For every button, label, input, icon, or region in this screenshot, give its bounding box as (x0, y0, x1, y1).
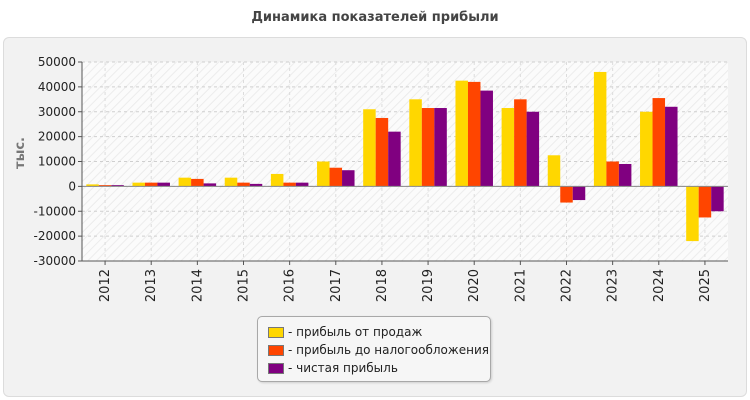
bar (501, 108, 515, 187)
bar (618, 163, 632, 187)
legend-swatch (268, 362, 284, 374)
bar (375, 117, 389, 187)
bar (640, 111, 653, 187)
y-tick-label: 50000 (38, 55, 76, 69)
legend-label: - прибыль от продаж (288, 325, 423, 339)
legend-item-net-profit: - чистая прибыль (268, 359, 490, 377)
x-tick-label: 2023 (606, 269, 621, 302)
bar (593, 71, 607, 187)
bar (178, 177, 192, 187)
bar (686, 186, 699, 242)
legend-item-sales-profit: - прибыль от продаж (268, 323, 490, 341)
x-tick-label: 2025 (698, 269, 713, 302)
bar (434, 108, 447, 187)
bar (560, 186, 573, 203)
bar (237, 182, 250, 187)
x-tick-label: 2019 (421, 269, 436, 302)
x-tick-label: 2024 (652, 269, 667, 302)
x-tick-label: 2012 (98, 269, 113, 302)
bar (711, 186, 724, 212)
bar (144, 182, 158, 187)
legend-item-pretax-profit: - прибыль до налогообложения (268, 341, 490, 359)
bar (283, 182, 296, 187)
y-tick-label: 0 (68, 179, 76, 193)
y-tick-label: 40000 (38, 80, 76, 94)
bar (467, 81, 481, 187)
bar (86, 184, 99, 187)
bar (224, 177, 238, 187)
legend-label: - чистая прибыль (288, 361, 398, 375)
bar (203, 183, 217, 187)
legend-label: - прибыль до налогообложения (288, 343, 489, 357)
y-tick-label: 30000 (38, 105, 76, 119)
bar (514, 99, 527, 187)
bar (409, 99, 422, 187)
y-tick-label: -20000 (33, 229, 76, 243)
legend-swatch (268, 326, 284, 338)
bar (455, 80, 468, 187)
x-tick-label: 2018 (375, 269, 390, 302)
legend-swatch (268, 344, 284, 356)
bar (191, 178, 204, 187)
y-tick-label: -30000 (33, 254, 76, 268)
x-tick-label: 2014 (190, 269, 205, 302)
bar (132, 182, 145, 187)
bar (317, 161, 330, 187)
bar (480, 90, 493, 187)
bar (665, 106, 678, 187)
bar (421, 108, 435, 187)
x-tick-label: 2021 (513, 269, 528, 302)
bar (295, 182, 309, 187)
chart-title: Динамика показателей прибыли (251, 10, 499, 25)
y-tick-label: 10000 (38, 155, 76, 169)
bar (606, 161, 619, 187)
bar (388, 131, 401, 187)
bar (652, 98, 666, 187)
bar (249, 183, 263, 187)
bar (157, 182, 170, 187)
bar (698, 186, 712, 218)
plot-area (82, 62, 728, 261)
x-tick-label: 2016 (283, 269, 298, 302)
bar (572, 186, 586, 201)
x-tick-label: 2015 (237, 269, 252, 302)
y-tick-label: -10000 (33, 204, 76, 218)
bar (526, 111, 540, 187)
bar (342, 170, 355, 187)
x-tick-label: 2017 (329, 269, 344, 302)
chart-legend: - прибыль от продаж - прибыль до налогоо… (257, 316, 491, 382)
bar (363, 109, 376, 187)
bar (111, 185, 124, 187)
y-axis-label: тыс. (13, 137, 28, 169)
x-tick-label: 2013 (144, 269, 159, 302)
x-tick-label: 2022 (560, 269, 575, 302)
y-tick-label: 20000 (38, 130, 76, 144)
x-tick-label: 2020 (467, 269, 482, 302)
bar (270, 173, 284, 187)
bar (98, 185, 112, 187)
bar (329, 167, 343, 187)
bar (547, 155, 561, 187)
